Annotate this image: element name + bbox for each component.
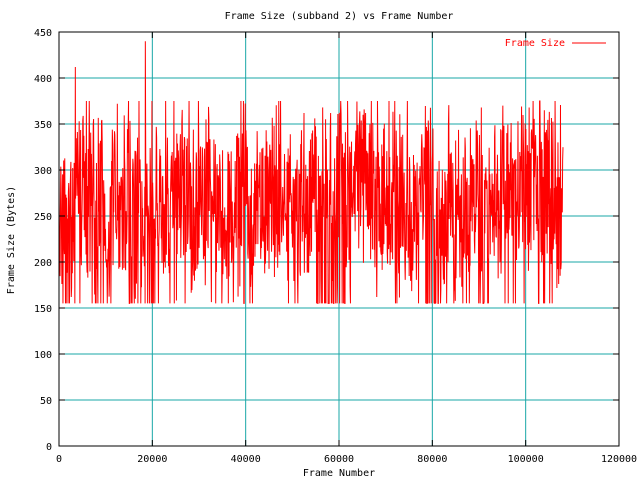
y-tick-label: 350: [34, 120, 52, 131]
x-axis-label: Frame Number: [303, 468, 375, 479]
y-tick-label: 0: [46, 442, 52, 453]
series-line-frame-size: [58, 41, 564, 304]
y-tick-label: 100: [34, 350, 52, 361]
y-tick-label: 400: [34, 74, 52, 85]
x-tick-label: 0: [56, 454, 62, 465]
chart-title: Frame Size (subband 2) vs Frame Number: [225, 11, 454, 22]
x-tick-labels: 0 20000 40000 60000 80000 100000 120000: [56, 454, 637, 465]
x-tick-label: 40000: [231, 454, 261, 465]
x-tick-label: 80000: [417, 454, 447, 465]
x-tick-label: 120000: [601, 454, 637, 465]
y-tick-label: 150: [34, 304, 52, 315]
y-tick-label: 250: [34, 212, 52, 223]
y-tick-labels: 0 50 100 150 200 250 300 350 400 450: [34, 28, 52, 453]
x-tick-label: 100000: [508, 454, 544, 465]
legend: Frame Size: [505, 38, 606, 49]
x-tick-label: 20000: [137, 454, 167, 465]
y-tick-label: 200: [34, 258, 52, 269]
y-axis-label: Frame Size (Bytes): [6, 186, 17, 294]
axis-ticks: [58, 31, 620, 447]
x-tick-label: 60000: [324, 454, 354, 465]
y-tick-label: 300: [34, 166, 52, 177]
y-tick-label: 450: [34, 28, 52, 39]
y-tick-label: 50: [40, 396, 52, 407]
legend-label-frame-size: Frame Size: [505, 38, 565, 49]
series-frame-size: [58, 41, 564, 304]
